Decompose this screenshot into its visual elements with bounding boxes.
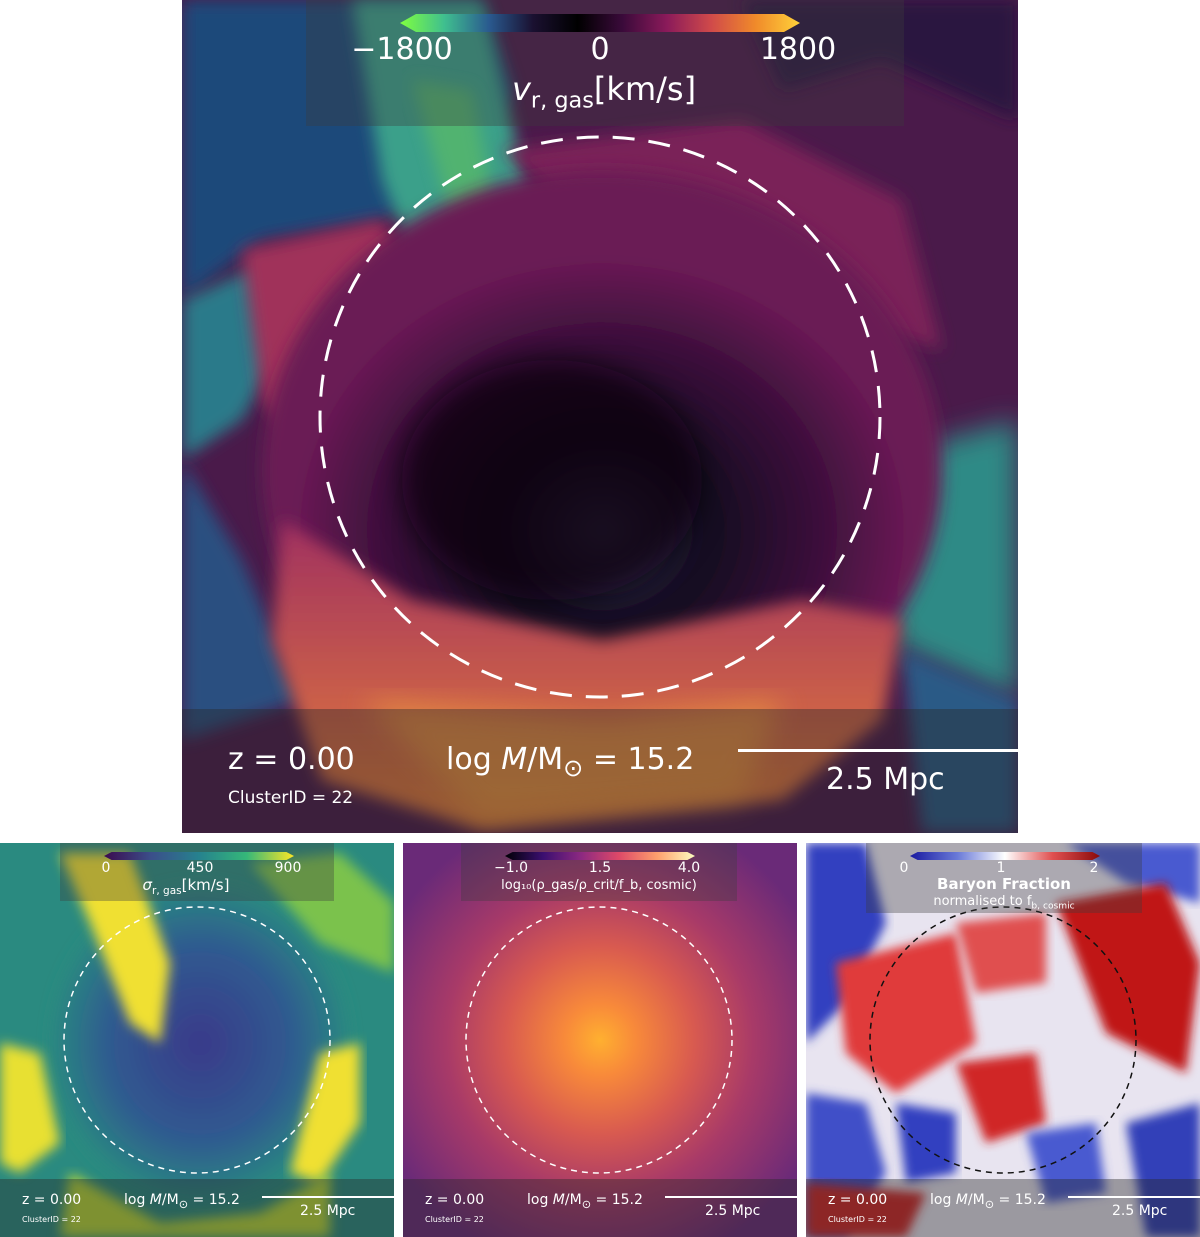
baryon-colorbar: [910, 852, 1100, 860]
info-footer: [806, 1179, 1200, 1237]
colorbar-tick-min: −1.0: [494, 860, 528, 876]
mass-label: log M/M⊙ = 15.2: [527, 1192, 643, 1211]
scale-label: 2.5 Mpc: [300, 1203, 356, 1219]
cluster-id-label: ClusterID = 22: [228, 788, 354, 808]
cluster-id-label: ClusterID = 22: [22, 1215, 81, 1224]
mass-label: log M/M⊙ = 15.2: [124, 1192, 240, 1211]
colorbar-panel: 0 450 900 σr, gas[km/s]: [60, 843, 334, 901]
colorbar-panel: −1.0 1.5 4.0 log₁₀(ρ_gas/ρ_crit/f_b, cos…: [461, 843, 737, 901]
baryon-fraction-map: 0 1 2 Baryon Fraction normalised to fb, …: [806, 843, 1200, 1237]
cluster-id-label: ClusterID = 22: [828, 1215, 887, 1224]
density-colorbar: [505, 852, 695, 860]
velocity-colorbar: [400, 14, 800, 32]
info-footer: [403, 1179, 797, 1237]
redshift-label: z = 0.00: [228, 742, 355, 777]
scale-label: 2.5 Mpc: [826, 762, 945, 797]
colorbar-label: log₁₀(ρ_gas/ρ_crit/f_b, cosmic): [501, 878, 697, 893]
colorbar-tick-min: 0: [899, 860, 909, 876]
redshift-label: z = 0.00: [22, 1192, 82, 1208]
scale-label: 2.5 Mpc: [1112, 1203, 1168, 1219]
colorbar-tick-min: −1800: [351, 32, 453, 67]
colorbar-tick-mid: 1: [996, 860, 1006, 876]
scale-label: 2.5 Mpc: [705, 1203, 761, 1219]
colorbar-tick-mid: 0: [590, 32, 610, 67]
colorbar-label: vr, gas[km/s]: [511, 70, 697, 114]
mass-label: log M/M⊙ = 15.2: [446, 742, 695, 782]
colorbar-subtitle: normalised to fb, cosmic: [933, 894, 1075, 912]
colorbar-tick-max: 900: [274, 860, 302, 876]
colorbar-tick-max: 1800: [759, 32, 837, 67]
mass-label: log M/M⊙ = 15.2: [930, 1192, 1046, 1211]
velocity-dispersion-map: 0 450 900 σr, gas[km/s] z = 0.00 Cluster…: [0, 843, 394, 1237]
info-footer: [0, 1179, 394, 1237]
redshift-label: z = 0.00: [828, 1192, 888, 1208]
colorbar-tick-mid: 1.5: [588, 860, 612, 876]
colorbar-label: σr, gas[km/s]: [142, 876, 230, 897]
dispersion-map-image: [0, 843, 394, 1237]
velocity-map-image: [182, 0, 1018, 833]
gas-density-map: −1.0 1.5 4.0 log₁₀(ρ_gas/ρ_crit/f_b, cos…: [403, 843, 797, 1237]
info-footer: [182, 709, 1018, 833]
scale-bar: [1068, 1196, 1200, 1198]
density-map-image: [403, 843, 797, 1237]
scale-bar: [738, 749, 1018, 752]
cluster-id-label: ClusterID = 22: [425, 1215, 484, 1224]
scale-bar: [665, 1196, 797, 1198]
dispersion-colorbar: [104, 852, 294, 860]
baryon-map-image: [806, 843, 1200, 1237]
colorbar-tick-max: 2: [1089, 860, 1099, 876]
colorbar-title: Baryon Fraction: [937, 875, 1071, 893]
redshift-label: z = 0.00: [425, 1192, 485, 1208]
colorbar-tick-max: 4.0: [677, 860, 701, 876]
scale-bar: [262, 1196, 394, 1198]
colorbar-tick-min: 0: [101, 860, 111, 876]
colorbar-panel: 0 1 2 Baryon Fraction normalised to fb, …: [866, 843, 1142, 913]
radial-velocity-map: −1800 0 1800 vr, gas[km/s] z = 0.00 Clus…: [182, 0, 1018, 833]
colorbar-panel: −1800 0 1800 vr, gas[km/s]: [306, 0, 904, 126]
colorbar-tick-mid: 450: [186, 860, 214, 876]
